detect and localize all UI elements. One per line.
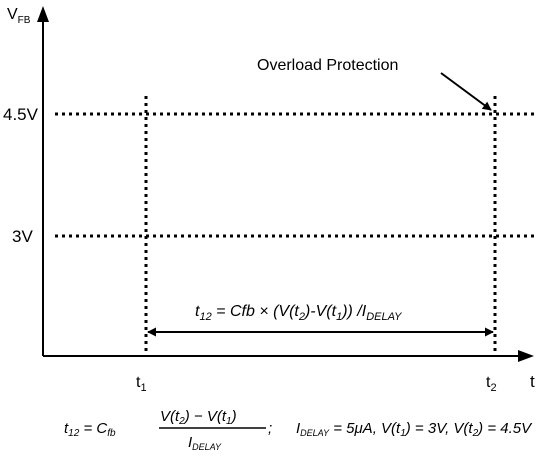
x-axis-arrow-icon — [518, 350, 534, 362]
time-label-t1: t1 — [136, 374, 147, 394]
overload-protection-arrow — [440, 72, 492, 111]
level-label-3v: 3V — [12, 227, 33, 246]
formula-conditions: IDELAY = 5μA, V(t1) = 3V, V(t2) = 4.5V — [296, 420, 533, 439]
overload-protection-label: Overload Protection — [257, 57, 398, 74]
x-axis-label: t — [530, 372, 535, 391]
y-axis-label: VFB — [7, 6, 31, 26]
level-label-4-5v: 4.5V — [3, 105, 39, 124]
formula-numerator: V(t2) − V(t1) — [160, 408, 237, 427]
formula-semicolon: ; — [268, 420, 272, 437]
bottom-formula: t12 = Cfb V(t2) − V(t1) IDELAY ; IDELAY … — [64, 408, 533, 452]
time-label-t2: t2 — [486, 374, 497, 394]
y-axis-arrow-icon — [37, 6, 49, 22]
interval-formula: t12 = Cfb × (V(t2)-V(t1)) /IDELAY — [195, 303, 402, 323]
formula-lhs: t12 = Cfb — [64, 420, 116, 439]
formula-denominator: IDELAY — [188, 434, 222, 452]
